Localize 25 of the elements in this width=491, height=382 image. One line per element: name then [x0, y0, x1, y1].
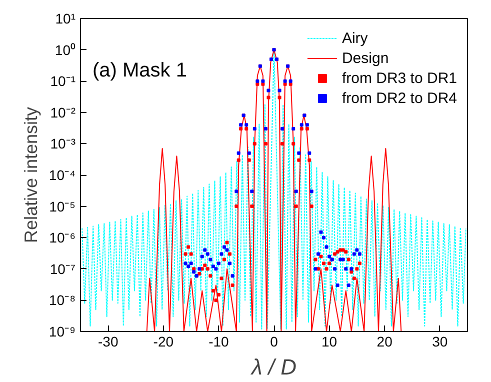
x-tick-label: -30	[98, 334, 118, 350]
y-axis-title: Relative intensity	[20, 106, 41, 244]
legend-label: from DR2 to DR4	[342, 90, 457, 106]
x-tick-label: 10	[322, 334, 338, 350]
y-tick-label: 10⁻⁸	[49, 292, 76, 308]
x-tick-label: -20	[153, 334, 174, 350]
x-tick-label: -10	[208, 334, 230, 350]
x-axis-title: λ / D	[250, 354, 297, 380]
y-tick-label: 10⁻⁴	[48, 167, 76, 183]
legend-label: Airy	[342, 30, 368, 46]
legend-label: Design	[342, 50, 389, 66]
y-tick-label: 10¹	[55, 10, 76, 26]
y-tick-label: 10⁰	[54, 42, 76, 58]
y-tick-label: 10⁻⁷	[50, 260, 76, 277]
x-tick-label: 0	[270, 334, 278, 350]
annotation: (a) Mask 1	[92, 60, 187, 82]
y-tick-label: 10⁻⁹	[48, 324, 76, 340]
y-tick-label: 10⁻²	[50, 104, 76, 120]
y-tick-label: 10⁻⁶	[49, 230, 76, 246]
y-tick-label: 10⁻¹	[50, 73, 76, 90]
y-tick-label: 10⁻³	[50, 136, 76, 152]
legend-label: from DR3 to DR1	[342, 70, 457, 86]
x-tick-label: 20	[376, 334, 393, 350]
x-tick-label: 30	[432, 334, 448, 350]
y-tick-label: 10⁻⁵	[49, 198, 76, 214]
